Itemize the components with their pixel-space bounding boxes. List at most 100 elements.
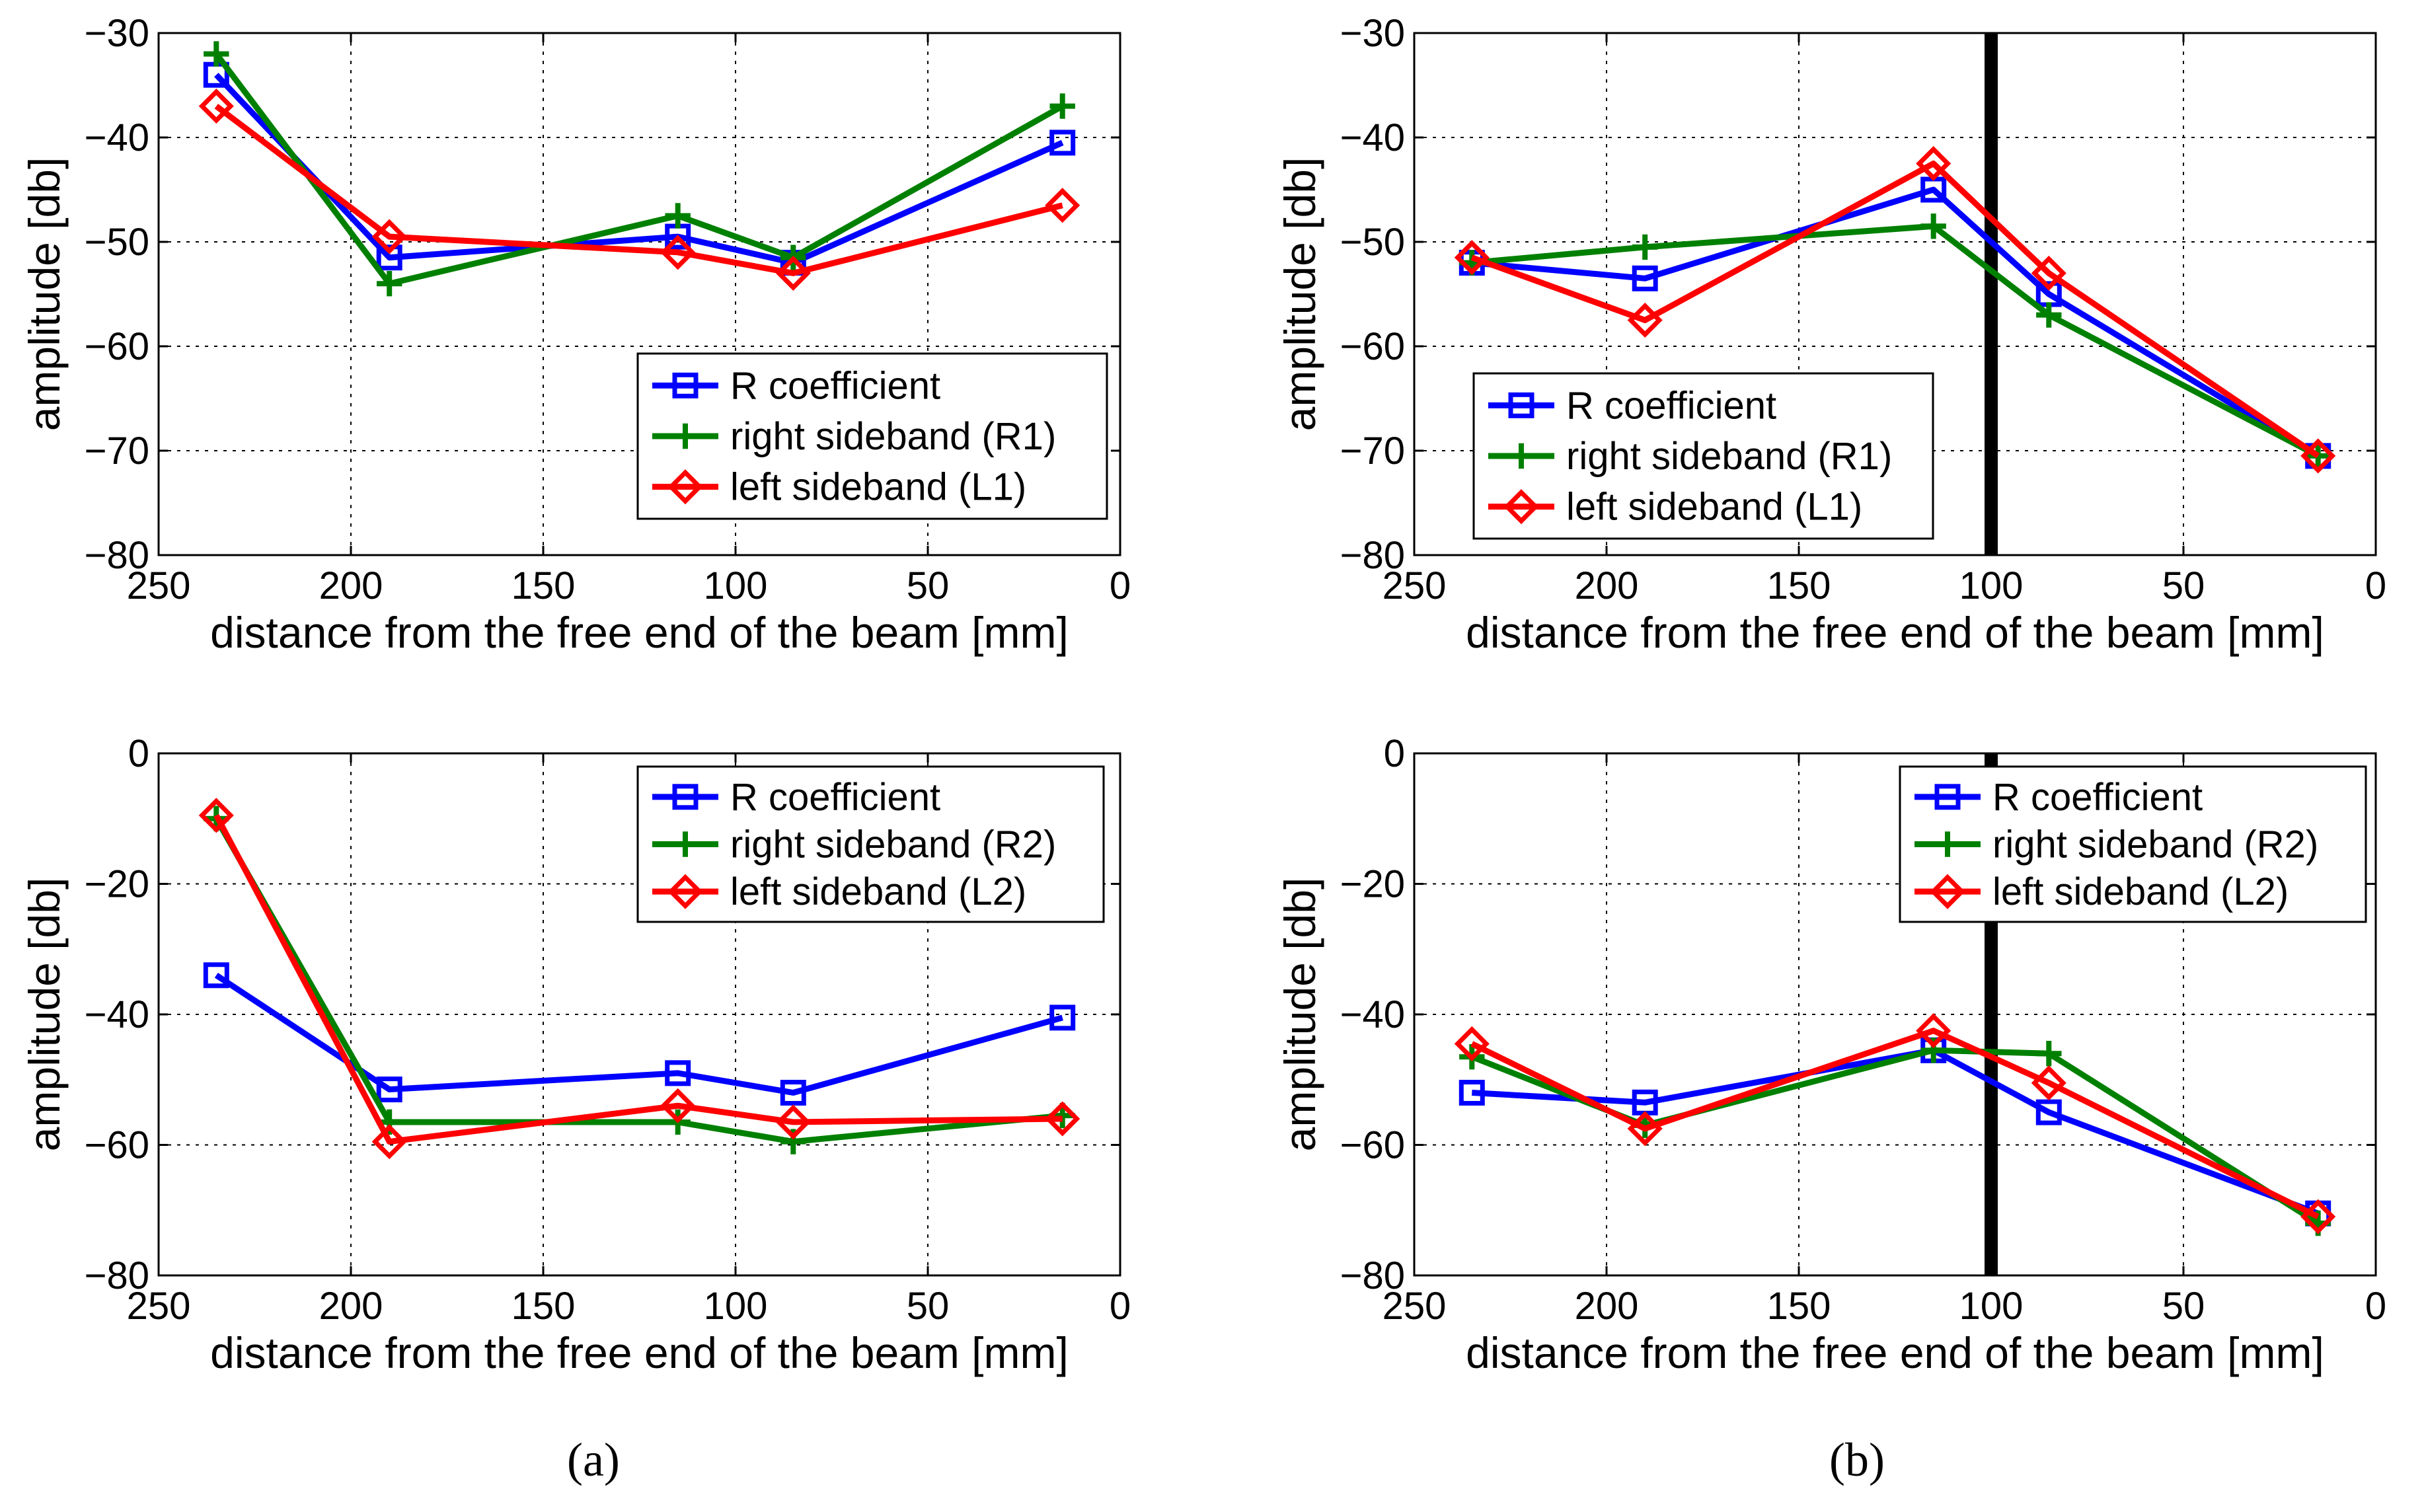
legend-label: right sideband (R1) [730,415,1056,458]
data-point [1049,130,1076,156]
data-point [371,219,407,254]
chart-b-bottom: 250 200 150 100 50 0 0 −20 −40 −60 −80 distance fro… [1275,732,2386,1377]
y-axis-label: amplitude [db] [20,878,69,1152]
y-tick-label: −50 [85,221,149,264]
legend-label: right sideband (R2) [730,823,1056,866]
y-tick-label: −30 [85,12,149,55]
data-point [371,1124,407,1160]
y-tick-label: −30 [1340,12,1405,55]
legend-label: R coefficient [730,364,940,407]
axes-frame [157,32,1121,556]
y-tick-label: −20 [85,863,149,906]
data-point [1916,1013,1951,1049]
series-line [213,813,1063,1145]
legend: R coefficient right sideband (R1) left sid… [1472,372,1934,540]
series-line [214,972,1063,1096]
y-tick-label: −40 [1340,993,1405,1036]
series-line [1470,161,2320,459]
y-tick-label: −80 [85,1254,149,1297]
caption-b: (b) [1829,1433,1885,1486]
x-tick-label: 100 [704,1285,768,1328]
y-tick-label: −70 [85,430,149,472]
data-point [198,798,234,833]
data-point [1045,1101,1080,1137]
y-tick-label: −70 [1340,430,1405,472]
data-point [377,271,402,297]
x-axis-label: distance from the free end of the beam [… [1466,608,2324,657]
x-tick-label: 150 [511,564,576,607]
legend-marker [672,372,699,398]
data-point [2031,255,2066,291]
x-axis-label: distance from the free end of the beam [… [1466,1328,2324,1377]
legend-marker [672,831,699,857]
x-tick-label: 100 [1959,1285,2024,1328]
data-point [1049,93,1075,119]
x-tick-label: 200 [319,1285,383,1328]
series-line [1470,1028,2320,1220]
x-tick-label: 50 [2162,1285,2205,1328]
legend-label: left sideband (L1) [730,466,1026,509]
y-tick-label: 0 [1384,732,1405,775]
data-point [198,89,234,124]
y-tick-label: −80 [1340,534,1405,577]
y-tick-label: −40 [1340,116,1405,159]
x-tick-label: 50 [907,564,950,607]
y-tick-label: −40 [85,116,149,159]
x-tick-label: 200 [319,564,383,607]
data-point [1627,302,1663,338]
x-tick-label: 250 [127,1285,191,1328]
x-tick-label: 250 [1382,1285,1447,1328]
legend-label: left sideband (L1) [1566,486,1862,529]
data-point [1454,1026,1490,1061]
data-point [203,962,229,989]
data-point [775,1104,811,1140]
data-point [1627,1111,1663,1147]
y-axis-label: amplitude [db] [20,157,69,432]
legend-marker [1934,831,1961,857]
legend-marker [1508,392,1534,418]
data-point [2300,438,2336,474]
data-point [1916,145,1951,182]
x-tick-label: 50 [2162,564,2205,607]
axes-frame [1413,32,2377,556]
data-point [660,1088,696,1123]
data-point [775,255,811,291]
data-point [1049,1004,1076,1031]
y-tick-label: −80 [85,534,149,577]
x-tick-label: 0 [1110,1285,1131,1328]
data-point [2031,1065,2066,1101]
data-point [2035,1099,2062,1125]
data-point [2036,1041,2062,1067]
y-tick-label: −60 [85,1124,149,1167]
legend-label: left sideband (L2) [730,870,1026,913]
x-tick-label: 100 [704,564,768,607]
legend-marker [1508,443,1534,469]
legend-label: right sideband (R1) [1566,435,1892,478]
legend-marker [1930,874,1965,909]
data-point [665,203,691,229]
data-point [376,1077,402,1103]
data-point [1454,240,1490,276]
data-point [1920,213,1946,239]
y-tick-label: −60 [1340,1124,1405,1167]
series-line [214,104,1063,276]
data-point [665,1060,691,1086]
data-point [1632,234,1658,260]
caption-a: (a) [567,1433,620,1486]
x-tick-label: 50 [907,1285,950,1328]
chart-a-top: 250 200 150 100 50 0 −30 −40 −50 −60 −70 −80 distanc… [20,12,1131,657]
y-tick-label: −20 [1340,863,1405,906]
legend: R coefficient right sideband (R1) left sid… [636,352,1108,520]
legend-label: R coefficient [1566,384,1776,427]
y-tick-label: −50 [1340,221,1405,264]
chart-b-top: 250 200 150 100 50 0 −30 −40 −50 −60 −70 −80 distanc… [1275,12,2386,657]
y-tick-label: −60 [1340,325,1405,368]
data-point [376,245,402,271]
y-axis-label: amplitude [db] [1275,157,1324,432]
x-tick-label: 200 [1575,1285,1639,1328]
data-point [1632,265,1658,291]
x-tick-label: 250 [1382,564,1447,607]
x-tick-label: 150 [1767,1285,1831,1328]
